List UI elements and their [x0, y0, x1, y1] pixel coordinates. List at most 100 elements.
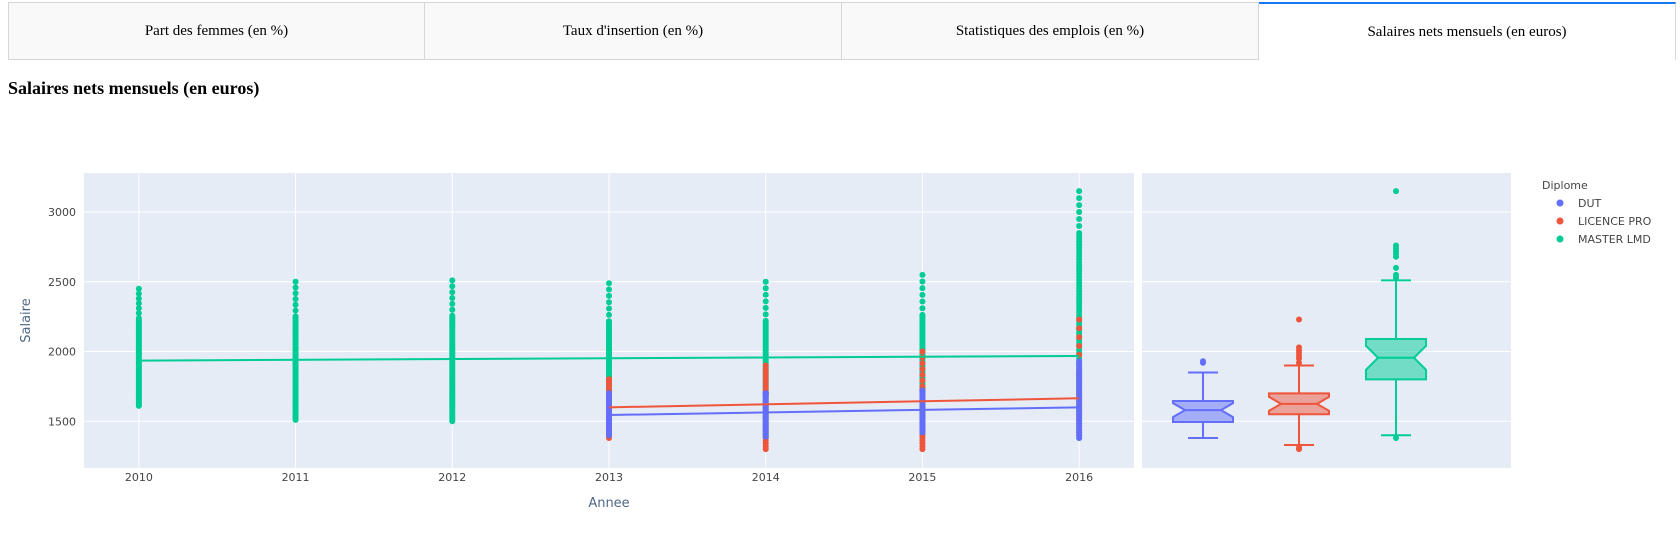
data-point	[606, 292, 612, 299]
box-body	[1365, 337, 1427, 381]
data-point	[1076, 195, 1083, 202]
data-point	[762, 362, 769, 369]
data-point	[919, 305, 926, 312]
y-tick-label: 3000	[48, 206, 76, 219]
data-point	[919, 348, 926, 355]
data-point	[292, 284, 299, 291]
x-tick-label: 2015	[908, 471, 936, 484]
box-licence-pro	[1268, 316, 1330, 453]
data-point	[606, 318, 612, 325]
data-point	[135, 315, 142, 322]
data-point	[1076, 358, 1083, 365]
data-point	[449, 295, 456, 302]
data-point	[606, 286, 612, 293]
data-point	[449, 277, 456, 284]
tab-bar: Part des femmes (en %) Taux d'insertion …	[8, 2, 1676, 60]
x-tick-label: 2012	[438, 471, 466, 484]
data-point	[1076, 216, 1083, 223]
data-point	[606, 299, 612, 306]
data-point	[762, 298, 769, 305]
data-point	[1076, 229, 1083, 236]
data-point	[1076, 342, 1083, 349]
data-point	[919, 285, 926, 292]
data-point	[606, 376, 612, 383]
box-outlier	[1393, 264, 1399, 271]
legend: Diplome DUT LICENCE PRO MASTER LMD	[1542, 179, 1652, 246]
legend-marker	[1556, 199, 1564, 207]
legend-entry: LICENCE PRO	[1578, 215, 1652, 228]
data-point	[292, 296, 299, 303]
x-tick-label: 2011	[282, 471, 310, 484]
data-point	[292, 290, 299, 297]
data-point	[449, 300, 456, 307]
x-tick-label: 2013	[595, 471, 623, 484]
data-point	[135, 305, 142, 312]
x-tick-label: 2010	[125, 471, 153, 484]
box-outlier	[1393, 435, 1399, 442]
data-point	[449, 289, 456, 296]
data-point	[919, 387, 926, 394]
data-point	[1076, 334, 1083, 341]
series-dut-points	[606, 358, 1083, 442]
y-tick-label: 2500	[48, 276, 76, 289]
trendline-master-lmd	[138, 354, 1080, 362]
box-body	[1172, 400, 1234, 423]
legend-marker	[1556, 217, 1564, 225]
box-outlier	[1296, 444, 1302, 451]
data-point	[919, 311, 926, 318]
data-point	[449, 312, 456, 319]
data-point	[919, 383, 926, 390]
data-point	[919, 298, 926, 305]
data-point	[762, 291, 769, 298]
data-point	[292, 307, 299, 314]
box-plot-area	[1142, 173, 1511, 468]
legend-entry: MASTER LMD	[1578, 233, 1651, 246]
x-tick-label: 2014	[752, 471, 780, 484]
data-point	[606, 390, 612, 397]
box-outlier	[1296, 316, 1302, 323]
data-point	[762, 285, 769, 292]
trendline-dut	[608, 406, 1080, 416]
tab-part-des-femmes[interactable]: Part des femmes (en %)	[8, 2, 425, 60]
box-master-lmd	[1365, 188, 1427, 442]
data-point	[449, 283, 456, 290]
tab-statistiques-emplois[interactable]: Statistiques des emplois (en %)	[842, 2, 1259, 60]
data-point	[292, 301, 299, 308]
data-point	[1076, 223, 1083, 230]
data-point	[1076, 188, 1083, 195]
data-point	[1076, 316, 1083, 323]
tab-taux-insertion[interactable]: Taux d'insertion (en %)	[425, 2, 842, 60]
x-axis-title: Annee	[588, 496, 629, 511]
box-dut	[1172, 358, 1234, 440]
data-point	[135, 300, 142, 307]
data-point	[919, 291, 926, 298]
data-point	[919, 278, 926, 285]
data-point	[919, 271, 926, 278]
data-point	[606, 280, 612, 287]
y-tick-label: 2000	[48, 346, 76, 359]
legend-title: Diplome	[1542, 179, 1588, 192]
box-outlier	[1296, 359, 1302, 366]
box-outlier	[1200, 358, 1206, 365]
data-point	[919, 371, 926, 378]
data-point	[919, 360, 926, 367]
x-tick-label: 2016	[1065, 471, 1093, 484]
page-title: Salaires nets mensuels (en euros)	[8, 78, 260, 98]
legend-marker	[1556, 235, 1564, 243]
tab-salaires-nets[interactable]: Salaires nets mensuels (en euros)	[1259, 2, 1676, 60]
data-point	[919, 365, 926, 372]
data-point	[135, 285, 142, 292]
box-outlier	[1393, 271, 1399, 278]
data-point	[292, 313, 299, 320]
data-point	[292, 278, 299, 285]
box-outlier	[1296, 344, 1302, 351]
data-point	[762, 311, 769, 318]
data-point	[1076, 209, 1083, 216]
data-point	[762, 278, 769, 285]
data-point	[135, 290, 142, 297]
legend-entry: DUT	[1578, 197, 1602, 210]
data-point	[606, 311, 612, 318]
data-point	[449, 306, 456, 313]
trendline-licence-pro	[608, 397, 1080, 409]
